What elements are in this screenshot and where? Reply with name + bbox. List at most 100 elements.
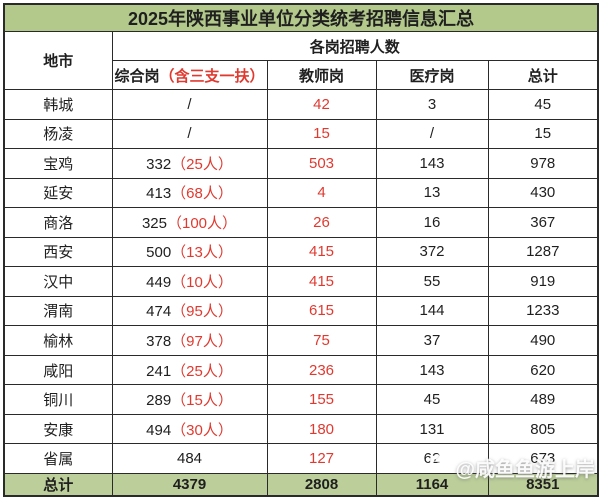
comprehensive-note: （25人） bbox=[171, 155, 233, 173]
total-teacher-cell: 2808 bbox=[266, 473, 377, 497]
medical-cell: 37 bbox=[375, 325, 489, 356]
table-row: 商洛 325（100人） 26 16 367 bbox=[3, 207, 599, 238]
table-row: 汉中 449（10人） 415 55 919 bbox=[3, 266, 599, 297]
city-cell: 安康 bbox=[3, 413, 113, 445]
row-total-cell: 45 bbox=[487, 89, 599, 120]
col-header-city: 地市 bbox=[3, 31, 113, 90]
teacher-cell: 127 bbox=[266, 443, 377, 474]
medical-cell: 143 bbox=[375, 354, 489, 386]
city-cell: 榆林 bbox=[3, 325, 113, 356]
comprehensive-value: 241 bbox=[146, 362, 172, 380]
teacher-cell: 15 bbox=[266, 118, 377, 150]
teacher-cell: 180 bbox=[266, 413, 377, 445]
comprehensive-cell: 413（68人） bbox=[111, 177, 268, 209]
page-title: 2025年陕西事业单位分类统考招聘信息汇总 bbox=[3, 3, 599, 32]
col-header-comprehensive: 综合岗（含三支一扶） bbox=[111, 60, 268, 90]
comprehensive-cell: 332（25人） bbox=[111, 148, 268, 179]
table-row: 韩城 / 42 3 45 bbox=[3, 89, 599, 120]
comprehensive-value: 474 bbox=[146, 303, 172, 321]
medical-cell: 62 bbox=[375, 443, 489, 474]
table-row: 渭南 474（95人） 615 144 1233 bbox=[3, 295, 599, 327]
city-cell: 渭南 bbox=[3, 295, 113, 327]
comprehensive-value: 494 bbox=[146, 421, 172, 439]
comprehensive-cell: 449（10人） bbox=[111, 266, 268, 297]
comprehensive-cell: 484 bbox=[111, 443, 268, 474]
table-row: 榆林 378（97人） 75 37 490 bbox=[3, 325, 599, 356]
city-cell: 西安 bbox=[3, 236, 113, 268]
city-cell: 汉中 bbox=[3, 266, 113, 297]
medical-cell: 143 bbox=[375, 148, 489, 179]
comprehensive-note: （95人） bbox=[171, 303, 233, 321]
comprehensive-cell: 378（97人） bbox=[111, 325, 268, 356]
teacher-cell: 503 bbox=[266, 148, 377, 179]
col-header-comprehensive-label: 综合岗 bbox=[114, 67, 160, 85]
table-row: 杨凌/15/15 bbox=[3, 118, 599, 150]
medical-cell: 13 bbox=[375, 177, 489, 209]
medical-cell: 55 bbox=[375, 266, 489, 297]
table-row: 安康 494（30人） 180 131 805 bbox=[3, 413, 599, 445]
comprehensive-cell: / bbox=[111, 89, 268, 120]
teacher-cell: 155 bbox=[266, 384, 377, 415]
row-total-cell: 805 bbox=[487, 413, 599, 445]
comprehensive-note: （10人） bbox=[171, 273, 233, 291]
teacher-cell: 236 bbox=[266, 354, 377, 386]
comprehensive-value: 325 bbox=[141, 214, 167, 232]
col-header-teacher: 教师岗 bbox=[266, 60, 377, 90]
medical-cell: 45 bbox=[375, 384, 489, 415]
comprehensive-value: 332 bbox=[146, 155, 172, 173]
comprehensive-note: （30人） bbox=[171, 421, 233, 439]
col-header-comprehensive-note: （含三支一扶） bbox=[159, 67, 265, 85]
comprehensive-value: 378 bbox=[146, 333, 172, 351]
comprehensive-cell: 474（95人） bbox=[111, 295, 268, 327]
teacher-cell: 75 bbox=[266, 325, 377, 356]
table-graphic: 2025年陕西事业单位分类统考招聘信息汇总 地市 各岗招聘人数 综合岗（含三支一… bbox=[3, 3, 599, 497]
teacher-cell: 4 bbox=[266, 177, 377, 209]
medical-cell: 16 bbox=[375, 207, 489, 238]
row-total-cell: 490 bbox=[487, 325, 599, 356]
row-total-cell: 1233 bbox=[487, 295, 599, 327]
comprehensive-value: 449 bbox=[146, 273, 172, 291]
total-row-label: 总计 bbox=[3, 473, 113, 497]
row-total-cell: 1287 bbox=[487, 236, 599, 268]
teacher-cell: 26 bbox=[266, 207, 377, 238]
table-row: 铜川 289（15人） 155 45 489 bbox=[3, 384, 599, 415]
comprehensive-note: （25人） bbox=[171, 362, 233, 380]
total-medical-cell: 1164 bbox=[375, 473, 489, 497]
medical-cell: 3 bbox=[375, 89, 489, 120]
table-row: 省属 484 127 62 673 bbox=[3, 443, 599, 474]
comprehensive-value: / bbox=[187, 95, 192, 113]
comprehensive-value: 289 bbox=[146, 392, 172, 410]
table-row: 延安 413（68人） 4 13 430 bbox=[3, 177, 599, 209]
city-cell: 韩城 bbox=[3, 89, 113, 120]
comprehensive-value: / bbox=[187, 125, 192, 143]
row-total-cell: 367 bbox=[487, 207, 599, 238]
teacher-cell: 615 bbox=[266, 295, 377, 327]
medical-cell: 131 bbox=[375, 413, 489, 445]
city-cell: 杨凌 bbox=[3, 118, 113, 150]
table-row: 咸阳 241（25人） 236 143 620 bbox=[3, 354, 599, 386]
comprehensive-value: 500 bbox=[146, 244, 172, 262]
comprehensive-cell: 241（25人） bbox=[111, 354, 268, 386]
comprehensive-cell: 325（100人） bbox=[111, 207, 268, 238]
header-row-columns: 综合岗（含三支一扶） 教师岗 医疗岗 总计 bbox=[4, 60, 599, 90]
col-header-medical: 医疗岗 bbox=[375, 60, 489, 90]
comprehensive-value: 413 bbox=[146, 185, 172, 203]
comprehensive-cell: 500（13人） bbox=[111, 236, 268, 268]
city-cell: 宝鸡 bbox=[3, 148, 113, 179]
total-row: 总计 4379 2808 1164 8351 bbox=[3, 473, 599, 497]
teacher-cell: 415 bbox=[266, 236, 377, 268]
city-cell: 商洛 bbox=[3, 207, 113, 238]
total-grand-cell: 8351 bbox=[487, 473, 599, 497]
city-cell: 铜川 bbox=[3, 384, 113, 415]
title-bar: 2025年陕西事业单位分类统考招聘信息汇总 bbox=[3, 3, 599, 32]
recruitment-table: 2025年陕西事业单位分类统考招聘信息汇总 地市 各岗招聘人数 综合岗（含三支一… bbox=[3, 3, 599, 497]
row-total-cell: 489 bbox=[487, 384, 599, 415]
comprehensive-note: （15人） bbox=[171, 392, 233, 410]
row-total-cell: 15 bbox=[487, 118, 599, 150]
row-total-cell: 673 bbox=[487, 443, 599, 474]
comprehensive-cell: 289（15人） bbox=[111, 384, 268, 415]
comprehensive-note: （97人） bbox=[171, 333, 233, 351]
col-header-group: 各岗招聘人数 bbox=[111, 31, 599, 61]
table-row: 宝鸡 332（25人） 503 143 978 bbox=[3, 148, 599, 179]
teacher-cell: 415 bbox=[266, 266, 377, 297]
